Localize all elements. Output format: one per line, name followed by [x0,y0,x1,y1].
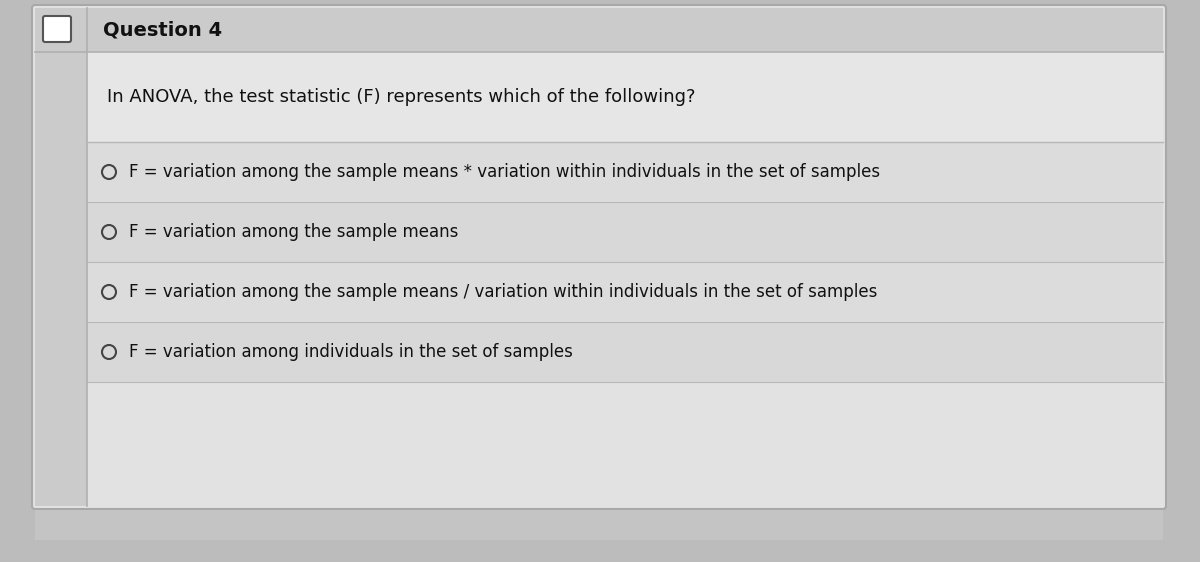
FancyBboxPatch shape [32,5,1166,509]
FancyBboxPatch shape [35,8,1163,52]
Text: F = variation among the sample means / variation within individuals in the set o: F = variation among the sample means / v… [130,283,877,301]
Text: Question 4: Question 4 [103,20,222,39]
FancyBboxPatch shape [88,262,1163,322]
FancyBboxPatch shape [35,8,88,506]
Text: F = variation among the sample means * variation within individuals in the set o: F = variation among the sample means * v… [130,163,880,181]
Text: F = variation among the sample means: F = variation among the sample means [130,223,458,241]
FancyBboxPatch shape [88,52,1163,142]
FancyBboxPatch shape [88,142,1163,202]
FancyBboxPatch shape [35,510,1163,540]
FancyBboxPatch shape [88,202,1163,262]
FancyBboxPatch shape [88,322,1163,382]
Text: In ANOVA, the test statistic (F) represents which of the following?: In ANOVA, the test statistic (F) represe… [107,88,696,106]
FancyBboxPatch shape [43,16,71,42]
Text: F = variation among individuals in the set of samples: F = variation among individuals in the s… [130,343,572,361]
